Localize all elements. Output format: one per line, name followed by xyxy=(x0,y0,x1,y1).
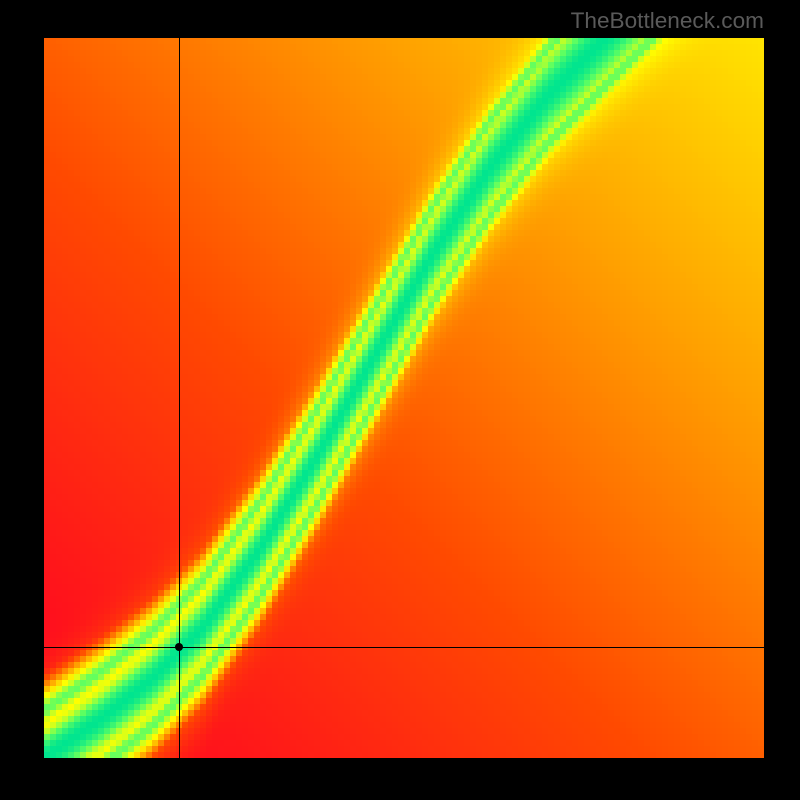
bottleneck-heatmap xyxy=(44,38,764,758)
plot-area xyxy=(44,38,764,758)
root: TheBottleneck.com xyxy=(0,0,800,800)
selection-marker xyxy=(175,643,183,651)
attribution-text: TheBottleneck.com xyxy=(571,8,764,34)
crosshair-horizontal xyxy=(44,647,764,648)
